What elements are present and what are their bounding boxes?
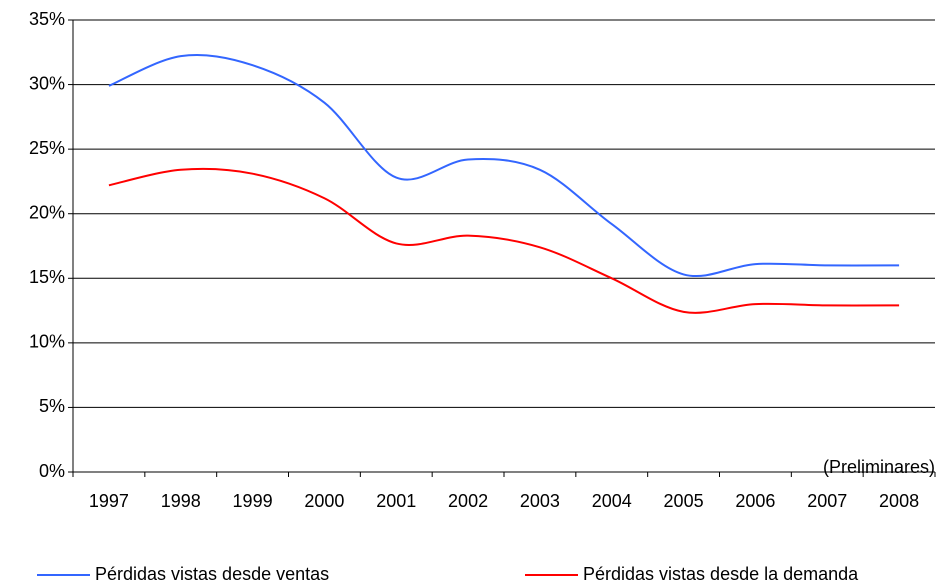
x-tick-label: 1997	[89, 491, 129, 511]
y-tick-label: 30%	[29, 73, 65, 93]
y-tick-label: 20%	[29, 202, 65, 222]
x-tick-label: 2005	[664, 491, 704, 511]
x-tick-label: 2008	[879, 491, 919, 511]
y-tick-label: 5%	[39, 396, 65, 416]
line	[108, 167, 900, 314]
x-tick-label: 2004	[592, 491, 632, 511]
x-tick-label: 2002	[448, 491, 488, 511]
annotation: (Preliminares)	[823, 457, 935, 477]
line	[108, 54, 900, 277]
x-tick-label: 1998	[161, 491, 201, 511]
y-tick-label: 10%	[29, 332, 65, 352]
x-tick-label: 2001	[376, 491, 416, 511]
y-tick-label: 0%	[39, 461, 65, 481]
legend-label: Pérdidas vistas desde la demanda	[583, 564, 859, 584]
y-tick-label: 35%	[29, 9, 65, 29]
y-tick-label: 25%	[29, 138, 65, 158]
y-tick-label: 15%	[29, 267, 65, 287]
x-tick-label: 1999	[233, 491, 273, 511]
legend-label: Pérdidas vistas desde ventas	[95, 564, 329, 584]
x-tick-label: 2006	[735, 491, 775, 511]
x-tick-label: 2000	[304, 491, 344, 511]
x-tick-label: 2007	[807, 491, 847, 511]
x-tick-label: 2003	[520, 491, 560, 511]
